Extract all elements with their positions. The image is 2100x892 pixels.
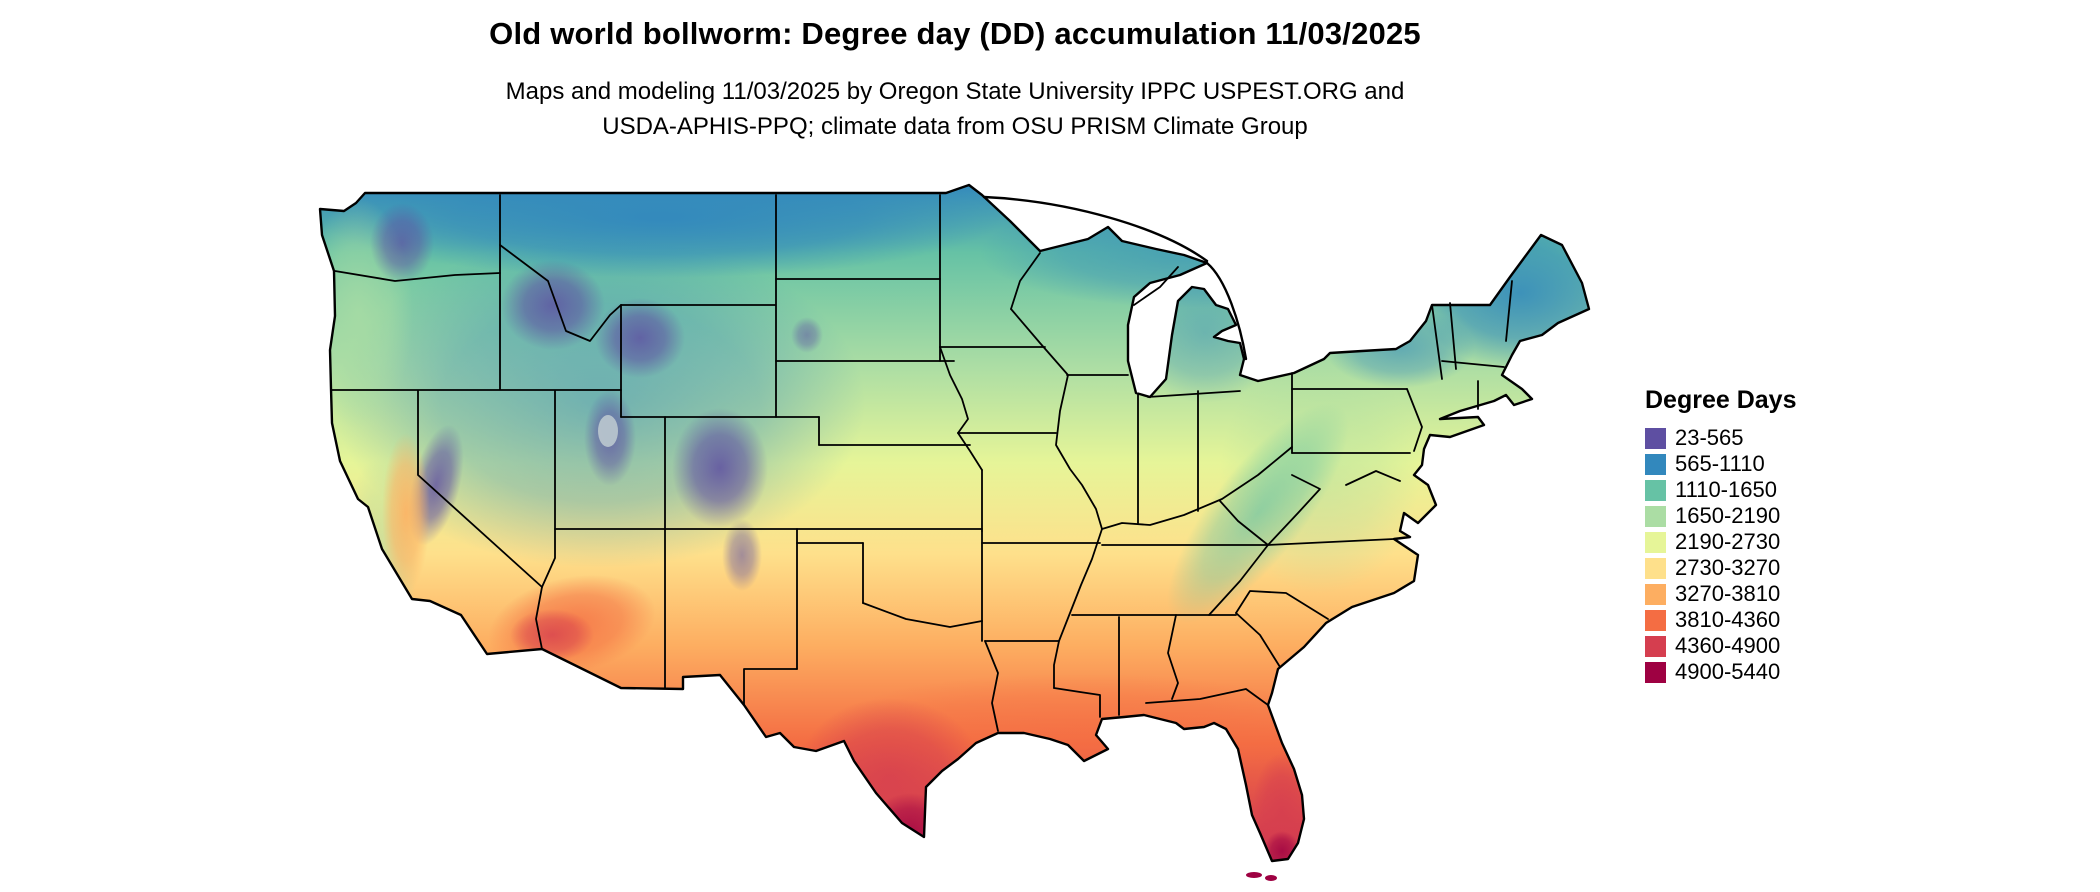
national-outline-layer [318,183,1591,863]
legend-swatch [1645,583,1666,605]
legend-label: 23-565 [1675,425,1744,450]
legend-label: 1650-2190 [1675,503,1781,528]
legend-row: 2190-2730 [1645,529,1875,555]
legend-row: 4900-5440 [1645,659,1875,685]
legend-swatch [1645,479,1666,501]
legend-label: 2190-2730 [1675,529,1781,554]
legend-row: 3810-4360 [1645,607,1875,633]
florida-keys [1246,872,1277,881]
page-subtitle: Maps and modeling 11/03/2025 by Oregon S… [260,74,1650,144]
us-map-svg [318,183,1591,881]
legend-swatch [1645,453,1666,475]
legend-label: 1110-1650 [1675,477,1777,502]
legend-row: 4360-4900 [1645,633,1875,659]
degree-day-fill-layer [320,185,1589,861]
legend-label: 3270-3810 [1675,581,1781,606]
legend-swatch [1645,427,1666,449]
state-borders-layer [330,194,1513,732]
us-degree-day-map [310,183,1600,883]
subtitle-line-1: Maps and modeling 11/03/2025 by Oregon S… [505,78,1405,105]
legend-label: 4360-4900 [1675,633,1781,658]
legend-swatch [1645,505,1666,527]
legend-title: Degree Days [1645,386,1797,414]
legend-swatch [1645,661,1666,683]
legend-row: 3270-3810 [1645,581,1875,607]
legend-swatch [1645,531,1666,553]
legend-swatch [1645,557,1666,579]
legend-label: 3810-4360 [1675,607,1781,632]
legend-row: 1650-2190 [1645,503,1875,529]
legend-label: 565-1110 [1675,451,1765,476]
legend-row: 1110-1650 [1645,477,1875,503]
legend-row: 2730-3270 [1645,555,1875,581]
legend-row: 23-565 [1645,425,1875,451]
legend-label: 4900-5440 [1675,659,1781,684]
legend-row: 565-1110 [1645,451,1875,477]
subtitle-line-2: USDA-APHIS-PPQ; climate data from OSU PR… [602,113,1308,140]
legend-swatch [1645,635,1666,657]
legend-rows: 23-565 565-1110 1110-1650 1650-2190 2190-273… [1645,425,1875,685]
legend-label: 2730-3270 [1675,555,1781,580]
legend-swatch [1645,609,1666,631]
legend: Degree Days 23-565 565-1110 1110-1650 1650-… [1645,386,1875,685]
page-title: Old world bollworm: Degree day (DD) accu… [489,16,1421,51]
